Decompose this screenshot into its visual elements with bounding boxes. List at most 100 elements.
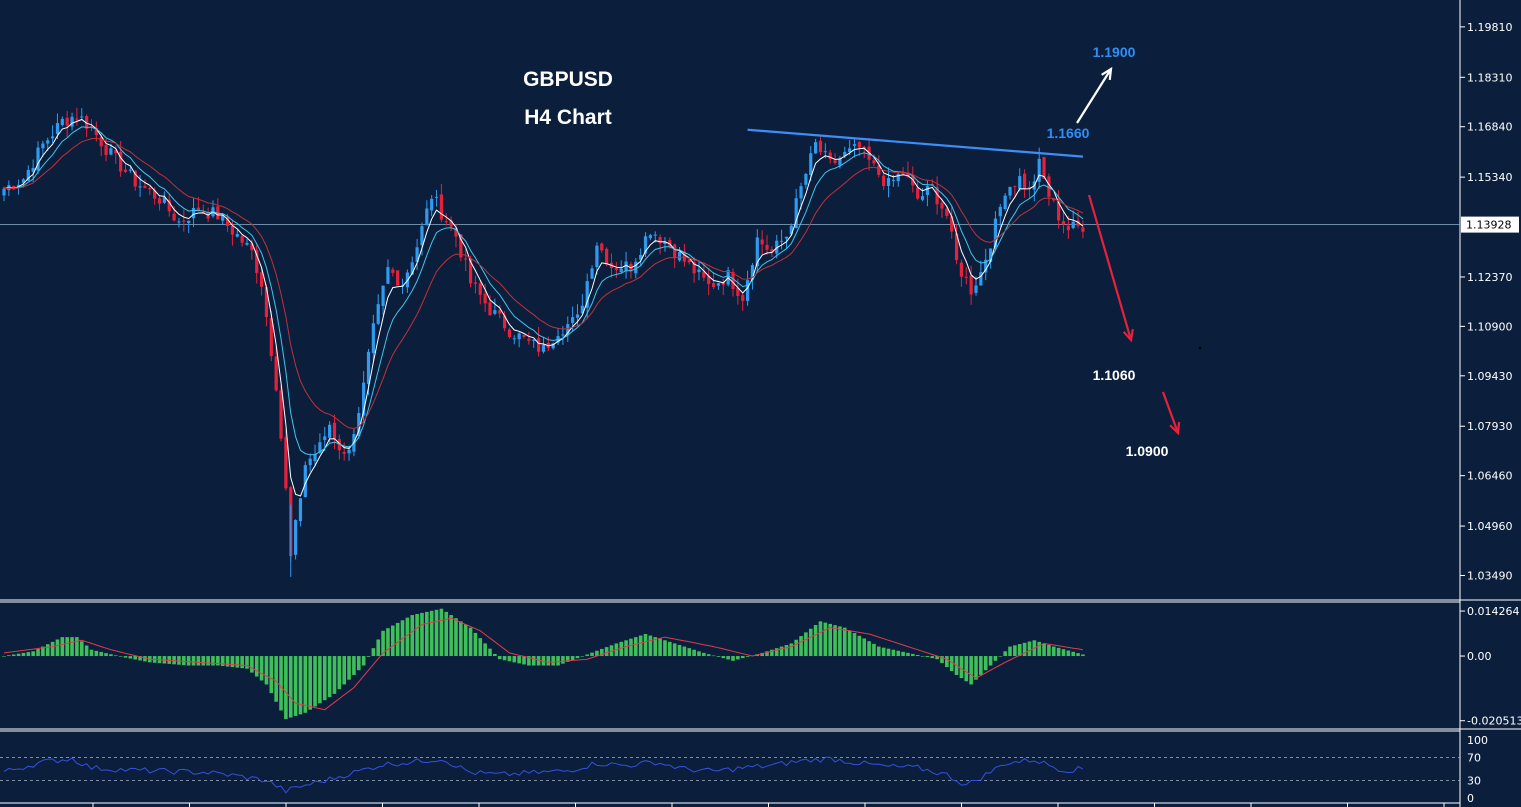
up-arrow-icon bbox=[1076, 66, 1113, 124]
macd-bar bbox=[211, 656, 215, 666]
bullish-candle bbox=[31, 168, 35, 172]
macd-bar bbox=[230, 656, 235, 668]
target-label-1-1660: 1.1660 bbox=[1047, 125, 1090, 141]
macd-bar bbox=[877, 646, 881, 657]
bullish-candle bbox=[571, 317, 575, 323]
macd-bar bbox=[473, 632, 478, 657]
bullish-candle bbox=[245, 242, 249, 245]
bullish-candle bbox=[357, 413, 361, 437]
macd-bar bbox=[478, 638, 483, 657]
macd-bar bbox=[813, 625, 818, 657]
macd-bar bbox=[663, 640, 667, 657]
macd-bar bbox=[386, 628, 390, 657]
macd-bar bbox=[949, 656, 954, 672]
macd-bar bbox=[993, 656, 998, 661]
macd-bar bbox=[716, 656, 721, 657]
macd-bar bbox=[852, 633, 857, 657]
macd-bar bbox=[779, 646, 784, 657]
bullish-candle bbox=[784, 236, 789, 239]
bullish-candle bbox=[318, 442, 322, 453]
rsi-tick-label: 70 bbox=[1467, 751, 1481, 764]
bearish-candle bbox=[230, 225, 235, 235]
macd-bar bbox=[599, 648, 604, 657]
price-tick-label: 1.09430 bbox=[1467, 370, 1513, 383]
macd-bar bbox=[16, 653, 21, 657]
target-arrows bbox=[1076, 66, 1202, 436]
bearish-candle bbox=[498, 310, 502, 314]
bearish-candle bbox=[658, 237, 662, 244]
bullish-candle bbox=[70, 116, 74, 127]
macd-bar bbox=[988, 656, 993, 666]
macd-bar bbox=[186, 656, 191, 666]
macd-bar bbox=[395, 622, 400, 657]
bullish-candle bbox=[663, 241, 667, 244]
macd-bar bbox=[434, 609, 439, 657]
macd-bar bbox=[235, 656, 240, 668]
bullish-candle bbox=[162, 197, 166, 203]
macd-bar bbox=[1008, 646, 1012, 657]
macd-bar bbox=[522, 656, 526, 665]
macd-bar bbox=[381, 630, 385, 657]
bullish-candle bbox=[109, 148, 113, 155]
macd-bar bbox=[838, 626, 842, 657]
bullish-candle bbox=[886, 178, 891, 186]
macd-bar bbox=[842, 627, 847, 657]
bullish-candle bbox=[848, 148, 852, 153]
bullish-candle bbox=[60, 118, 64, 126]
bullish-candle bbox=[648, 235, 652, 239]
bearish-candle bbox=[337, 439, 341, 451]
macd-bar bbox=[405, 617, 410, 657]
bullish-candle bbox=[138, 186, 142, 188]
macd-bar bbox=[979, 656, 983, 675]
macd-bar bbox=[629, 638, 633, 657]
macd-bar bbox=[425, 611, 429, 657]
macd-bar bbox=[915, 654, 920, 657]
macd-bar bbox=[459, 621, 463, 657]
price-tick-label: 1.07930 bbox=[1467, 420, 1513, 433]
macd-bar bbox=[823, 622, 828, 657]
bullish-candle bbox=[347, 449, 351, 454]
bearish-candle bbox=[196, 207, 200, 211]
bearish-candle bbox=[99, 136, 103, 147]
resistance-line bbox=[747, 128, 1084, 158]
bullish-candle bbox=[420, 226, 424, 246]
macd-bar bbox=[429, 610, 434, 657]
bearish-candle bbox=[969, 275, 973, 295]
macd-bar bbox=[337, 656, 342, 690]
bullish-candle bbox=[26, 169, 30, 181]
macd-signal-line bbox=[3, 617, 1083, 711]
bearish-candle bbox=[502, 315, 507, 329]
bearish-candle bbox=[721, 282, 725, 285]
bearish-candle bbox=[342, 451, 346, 454]
macd-bar bbox=[50, 641, 55, 657]
macd-bar bbox=[561, 656, 565, 664]
macd-bar bbox=[128, 656, 133, 659]
bullish-candle bbox=[541, 344, 546, 352]
dot-marker bbox=[1198, 346, 1202, 350]
bullish-candle bbox=[362, 382, 366, 416]
bullish-candle bbox=[381, 285, 385, 306]
down-arrow-icon bbox=[1087, 194, 1134, 343]
bearish-candle bbox=[284, 437, 288, 489]
bearish-candle bbox=[167, 199, 171, 212]
macd-bar bbox=[21, 652, 26, 657]
macd-bar bbox=[352, 656, 356, 675]
macd-bar bbox=[308, 656, 312, 710]
macd-bar bbox=[493, 653, 497, 657]
chart-subtitle: H4 Chart bbox=[524, 106, 612, 129]
macd-bar bbox=[1013, 645, 1017, 657]
bullish-candle bbox=[653, 234, 657, 236]
bullish-candle bbox=[639, 254, 643, 260]
bearish-candle bbox=[104, 145, 108, 156]
bearish-candle bbox=[478, 283, 482, 295]
bullish-candle bbox=[21, 179, 26, 183]
macd-bar bbox=[327, 656, 332, 698]
bearish-candle bbox=[765, 244, 769, 250]
candlestick-series bbox=[2, 107, 1085, 577]
bearish-candle bbox=[464, 258, 468, 260]
macd-bar bbox=[765, 651, 769, 657]
bearish-candle bbox=[522, 334, 526, 337]
macd-bar bbox=[138, 656, 142, 661]
macd-bar bbox=[1022, 642, 1027, 657]
macd-bar bbox=[726, 656, 730, 660]
